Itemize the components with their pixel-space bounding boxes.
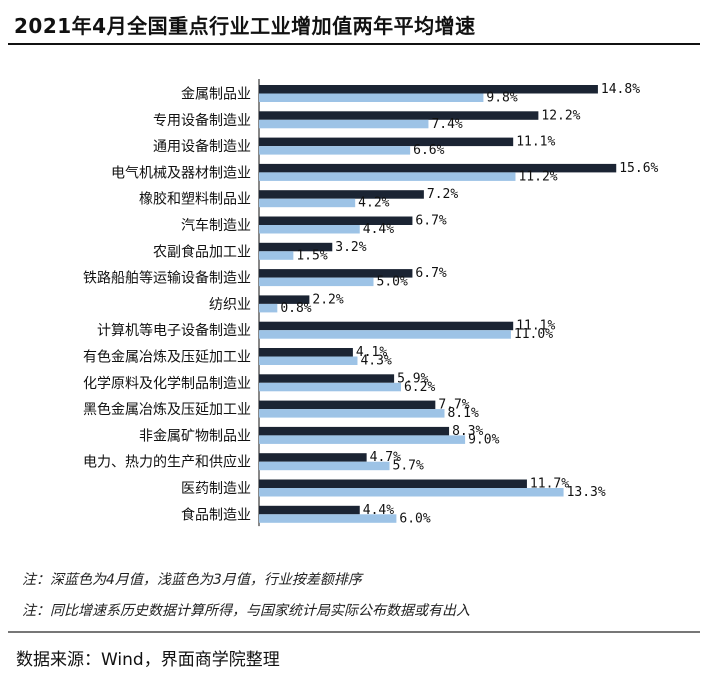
march-bar	[259, 514, 397, 523]
page-title: 2021年4月全国重点行业工业增加值两年平均增速	[14, 14, 476, 38]
april-value-label: 8.3%	[452, 424, 483, 439]
march-bar	[259, 225, 360, 234]
category-label: 电气机械及器材制造业	[111, 165, 251, 181]
april-value-label: 7.7%	[438, 398, 469, 413]
april-bar	[259, 163, 617, 173]
march-bar	[259, 119, 429, 129]
bar-chart: 金属制品业 14.8% 9.8% 专用设备制造业 12.2% 7.4% 通用设备制造业 11.…	[83, 79, 659, 526]
march-bar	[259, 409, 445, 418]
category-label: 计算机等电子设备制造业	[97, 322, 251, 339]
april-bar	[259, 453, 367, 462]
april-bar	[259, 137, 514, 147]
category-label: 医药制造业	[181, 481, 251, 497]
april-value-label: 12.2%	[541, 108, 580, 123]
april-value-label: 11.1%	[516, 135, 555, 150]
april-bar	[259, 479, 527, 488]
march-value-label: 1.5%	[296, 248, 327, 263]
april-bar	[259, 348, 353, 357]
march-value-label: 9.0%	[468, 432, 499, 447]
march-value-label: 6.0%	[399, 511, 430, 526]
march-bar	[259, 251, 294, 260]
april-value-label: 2.2%	[312, 292, 343, 307]
april-value-label: 11.1%	[516, 319, 555, 334]
category-label: 橡胶和塑料制品业	[139, 191, 251, 208]
march-bar	[259, 435, 466, 444]
march-value-label: 7.4%	[431, 117, 462, 132]
march-bar	[259, 303, 278, 313]
march-value-label: 8.1%	[447, 406, 478, 421]
category-label: 电力、热力的生产和供应业	[83, 454, 251, 471]
category-label: 非金属矿物制品业	[139, 428, 251, 444]
april-bar	[259, 505, 360, 515]
march-value-label: 4.4%	[363, 222, 394, 237]
category-label: 化学原料及化学制品制造业	[83, 376, 251, 392]
april-value-label: 4.4%	[363, 503, 394, 518]
category-label: 食品制造业	[181, 506, 251, 523]
category-label: 专用设备制造业	[153, 112, 251, 129]
april-value-label: 3.2%	[335, 240, 366, 255]
april-bar	[259, 190, 424, 199]
march-value-label: 11.2%	[518, 169, 557, 184]
march-value-label: 6.2%	[404, 380, 435, 395]
category-label: 纺织业	[209, 297, 251, 313]
march-value-label: 9.8%	[486, 91, 517, 106]
april-value-label: 6.7%	[415, 266, 446, 281]
march-value-label: 5.0%	[377, 275, 408, 290]
chart-note-calculation: 注：同比增速系历史数据计算所得，与国家统计局实际公布数据或有出入	[22, 603, 470, 619]
march-bar	[259, 198, 356, 208]
category-label: 铁路船舶等运输设备制造业	[83, 270, 251, 287]
category-label: 金属制品业	[181, 87, 251, 103]
april-value-label: 7.2%	[427, 187, 458, 202]
march-bar	[259, 277, 374, 287]
footer-rule	[8, 631, 700, 633]
chart-note-color: 注：深蓝色为4月值，浅蓝色为3月值，行业按差额排序	[22, 572, 362, 588]
title-rule	[8, 43, 700, 45]
april-bar	[259, 321, 514, 331]
march-bar	[259, 330, 511, 339]
march-value-label: 4.3%	[360, 354, 391, 369]
april-bar	[259, 85, 598, 94]
march-value-label: 11.0%	[514, 327, 553, 342]
april-bar	[259, 295, 310, 304]
march-value-label: 5.7%	[393, 459, 424, 474]
march-bar	[259, 356, 358, 365]
march-bar	[259, 146, 411, 155]
march-bar	[259, 172, 516, 181]
march-bar	[259, 382, 401, 392]
april-value-label: 4.1%	[356, 345, 387, 360]
april-bar	[259, 242, 333, 252]
april-value-label: 11.7%	[530, 477, 569, 492]
march-value-label: 0.8%	[280, 301, 311, 316]
april-bar	[259, 426, 450, 436]
march-value-label: 13.3%	[567, 485, 606, 500]
category-label: 通用设备制造业	[153, 138, 251, 155]
april-value-label: 15.6%	[619, 161, 658, 176]
category-label: 黑色金属冶炼及压延加工业	[83, 401, 251, 418]
april-bar	[259, 400, 436, 410]
march-bar	[259, 461, 390, 471]
march-value-label: 4.2%	[358, 196, 389, 211]
category-label: 汽车制造业	[181, 217, 251, 234]
april-bar	[259, 374, 395, 383]
march-bar	[259, 93, 484, 102]
category-label: 有色金属冶炼及压延加工业	[83, 349, 251, 366]
data-source: 数据来源：Wind，界面商学院整理	[16, 650, 280, 670]
april-value-label: 5.9%	[397, 371, 428, 386]
april-value-label: 4.7%	[370, 450, 401, 465]
april-bar	[259, 269, 413, 278]
april-value-label: 6.7%	[415, 214, 446, 229]
march-bar	[259, 488, 564, 497]
category-label: 农副食品加工业	[153, 243, 251, 260]
april-bar	[259, 111, 539, 120]
march-value-label: 6.6%	[413, 143, 444, 158]
april-bar	[259, 216, 413, 225]
april-value-label: 14.8%	[601, 82, 640, 97]
